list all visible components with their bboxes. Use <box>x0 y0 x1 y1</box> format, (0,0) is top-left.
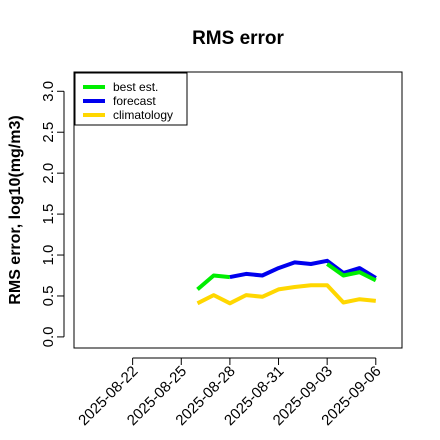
series-line <box>229 258 377 280</box>
plot-frame <box>73 71 403 349</box>
y-axis-label: RMS error, log10(mg/m3) <box>7 115 24 304</box>
y-tick-label: 1.5 <box>40 204 57 225</box>
series-line <box>196 273 231 291</box>
y-tick-label: 0.0 <box>40 326 57 347</box>
series-lines <box>196 258 377 306</box>
y-tick-label: 2.0 <box>40 163 57 184</box>
y-tick-label: 1.0 <box>40 245 57 266</box>
y-tick-label: 0.5 <box>40 286 57 307</box>
x-axis: 2025-08-222025-08-252025-08-282025-08-31… <box>75 357 385 429</box>
y-tick-label: 2.5 <box>40 122 57 143</box>
legend-label: best est. <box>113 80 158 94</box>
y-tick-label: 3.0 <box>40 81 57 102</box>
series-line <box>196 283 377 306</box>
chart-title: RMS error <box>192 28 284 49</box>
legend-label: forecast <box>113 94 156 108</box>
y-axis: 0.0 0.5 1.0 1.5 2.0 2.5 3.0 <box>40 81 65 347</box>
series-line <box>326 262 377 283</box>
legend-label: climatology <box>113 108 173 122</box>
